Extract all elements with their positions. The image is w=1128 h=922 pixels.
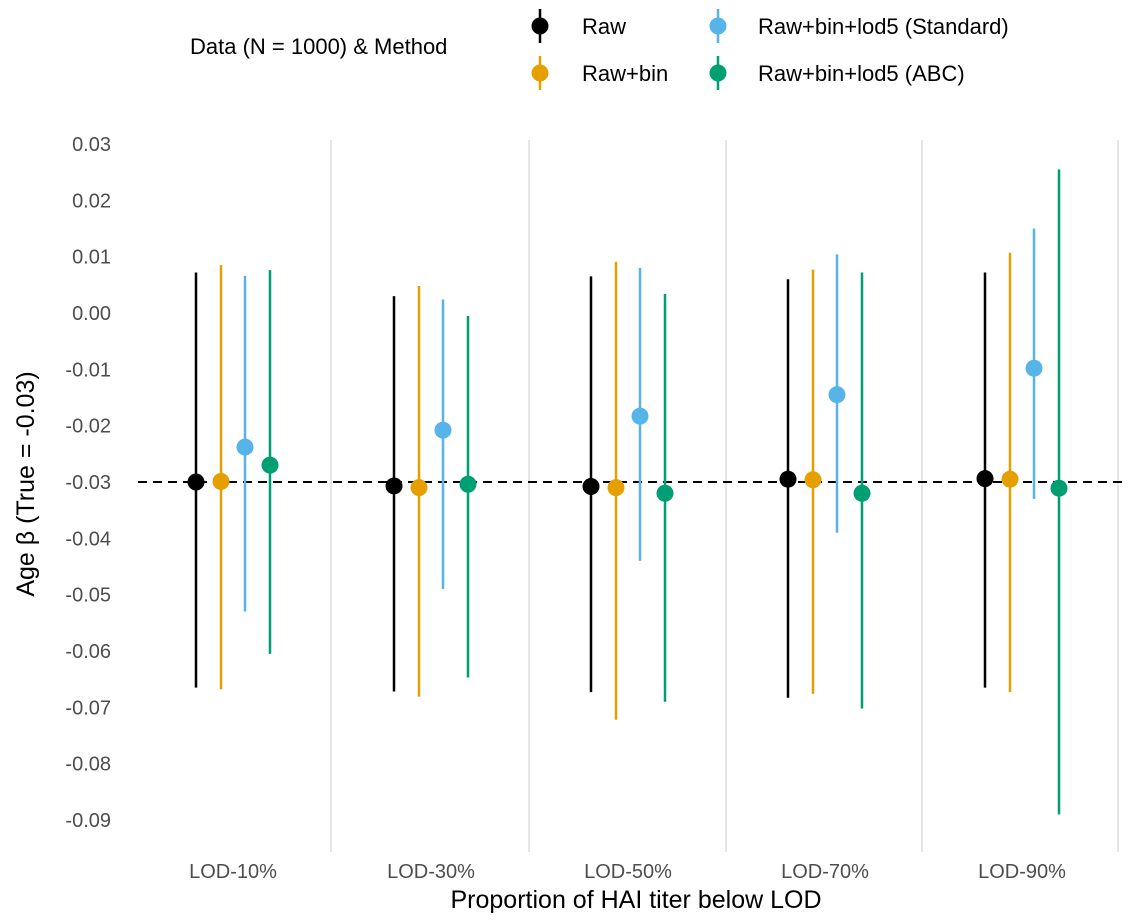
- y-tick-label: -0.03: [65, 472, 111, 494]
- legend: Data (N = 1000) & Method Raw Raw+bin Raw+b…: [190, 9, 1009, 90]
- data-point: [261, 456, 279, 474]
- x-tick-label: LOD-30%: [387, 861, 475, 883]
- legend-key-point: [531, 17, 549, 35]
- data-point: [385, 477, 403, 495]
- data-point: [828, 386, 846, 404]
- y-tick-label: -0.08: [65, 754, 111, 776]
- data-point: [410, 479, 428, 497]
- y-tick-label: -0.06: [65, 641, 111, 663]
- legend-key-point: [531, 64, 549, 82]
- x-tick-label: LOD-50%: [584, 861, 672, 883]
- x-tick-label: LOD-90%: [978, 861, 1066, 883]
- data-point: [434, 421, 452, 439]
- data-point: [459, 475, 477, 493]
- legend-label: Raw+bin: [582, 61, 668, 86]
- x-tick-label: LOD-70%: [781, 861, 869, 883]
- y-tick-label: -0.07: [65, 697, 111, 719]
- legend-title: Data (N = 1000) & Method: [190, 34, 447, 59]
- legend-key-point: [709, 64, 727, 82]
- data-point: [1050, 479, 1068, 497]
- y-tick-label: 0.00: [72, 303, 111, 325]
- y-tick-label: -0.09: [65, 810, 111, 832]
- legend-label: Raw+bin+lod5 (ABC): [758, 61, 965, 86]
- data-point: [582, 478, 600, 496]
- y-tick-labels: 0.03 0.02 0.01 0.00 -0.01 -0.02 -0.03 -0.04 -0.0…: [65, 134, 111, 832]
- y-axis-title: Age β (True = -0.03): [12, 371, 40, 596]
- data-point: [212, 472, 230, 490]
- data-point: [631, 407, 649, 425]
- legend-label: Raw+bin+lod5 (Standard): [758, 14, 1009, 39]
- data-point: [1001, 470, 1019, 488]
- y-tick-label: -0.04: [65, 528, 111, 550]
- data-point: [187, 473, 205, 491]
- data-point: [976, 470, 994, 488]
- grid: [330, 140, 1119, 852]
- data-point: [853, 484, 871, 502]
- x-axis-title: Proportion of HAI titer below LOD: [451, 886, 822, 914]
- y-tick-label: 0.02: [72, 190, 111, 212]
- y-tick-label: 0.03: [72, 134, 111, 156]
- y-tick-label: -0.01: [65, 359, 111, 381]
- data-point: [607, 479, 625, 497]
- legend-label: Raw: [582, 14, 626, 39]
- y-tick-label: 0.01: [72, 247, 111, 269]
- data-point: [236, 438, 254, 456]
- legend-key-point: [709, 17, 727, 35]
- x-tick-labels: LOD-10% LOD-30% LOD-50% LOD-70% LOD-90%: [189, 861, 1066, 883]
- y-tick-label: -0.02: [65, 416, 111, 438]
- data-point: [779, 470, 797, 488]
- data-point: [804, 471, 822, 489]
- data-point: [1025, 359, 1043, 377]
- x-tick-label: LOD-10%: [189, 861, 277, 883]
- points: [187, 359, 1068, 502]
- y-tick-label: -0.05: [65, 585, 111, 607]
- data-point: [656, 484, 674, 502]
